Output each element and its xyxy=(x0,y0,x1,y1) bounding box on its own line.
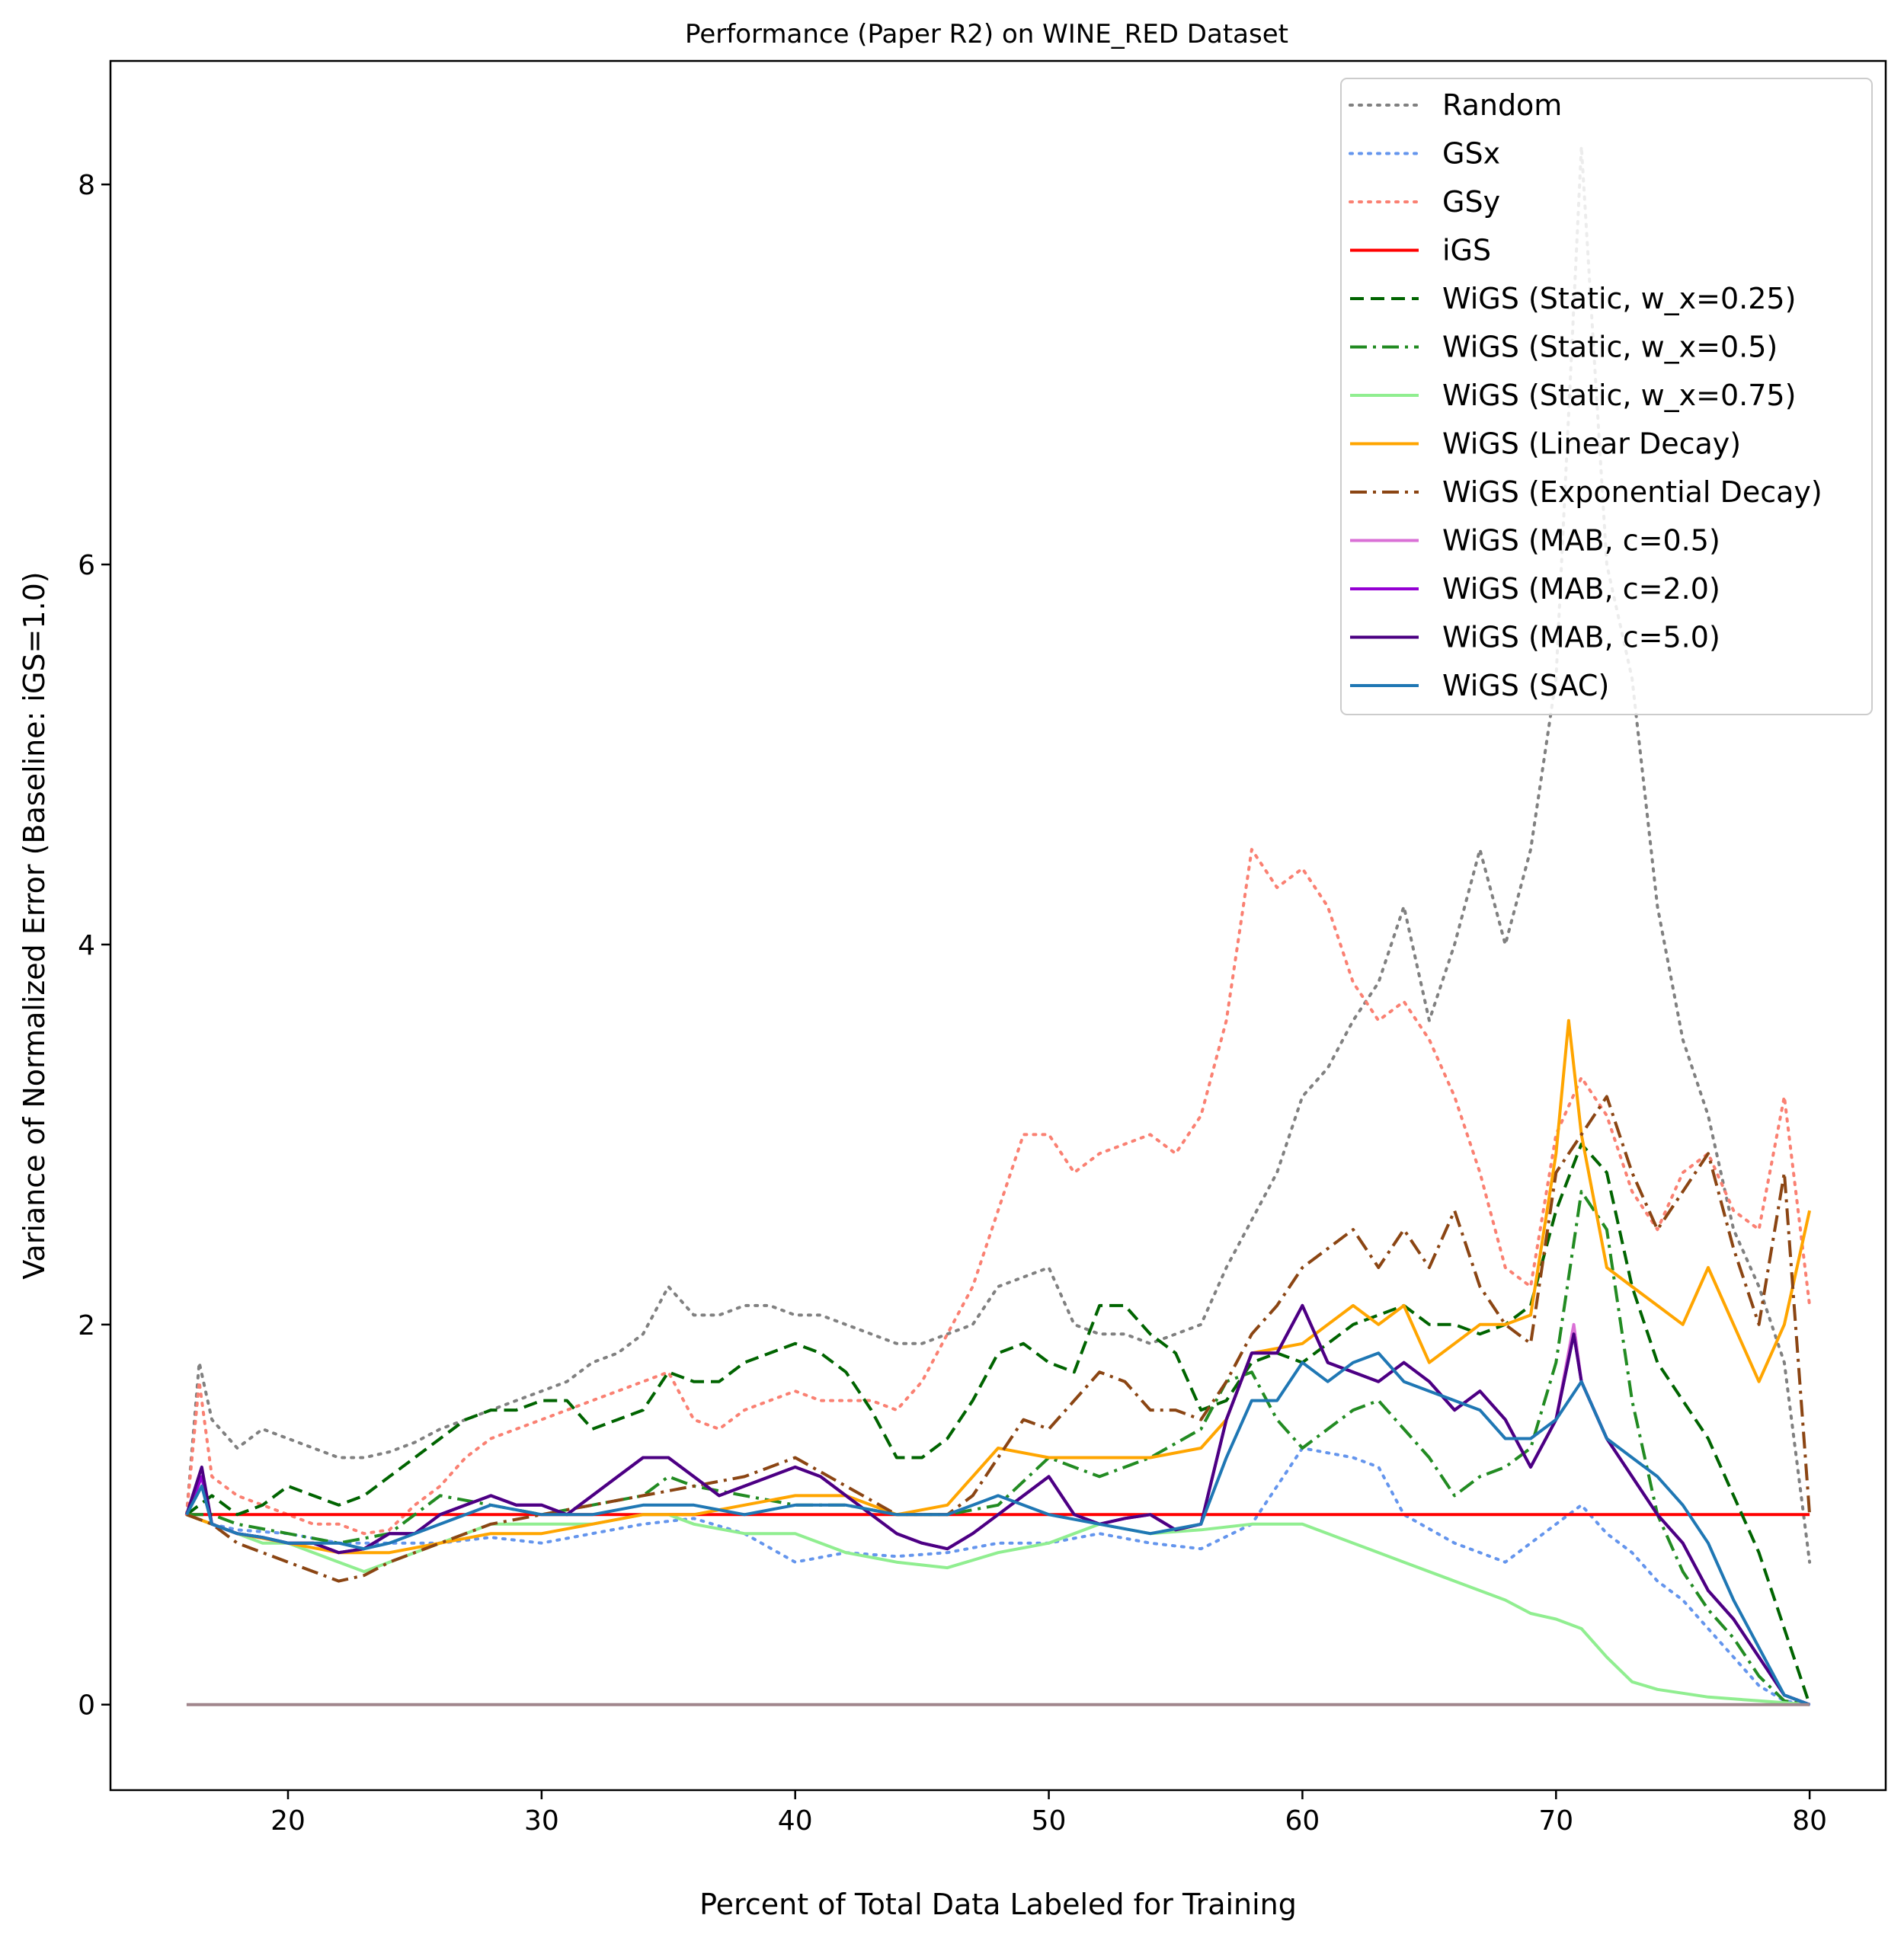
legend-label-wigs-exponential-decay: WiGS (Exponential Decay) xyxy=(1442,475,1822,509)
chart-title: Performance (Paper R2) on WINE_RED Datas… xyxy=(685,19,1288,50)
x-tick-label: 60 xyxy=(1285,1805,1320,1837)
y-tick-label: 0 xyxy=(78,1690,95,1722)
legend-label-random: Random xyxy=(1442,88,1562,122)
legend-label-wigs-static-w-x-0-75: WiGS (Static, w_x=0.75) xyxy=(1442,379,1796,412)
legend-label-wigs-mab-c-2-0: WiGS (MAB, c=2.0) xyxy=(1442,572,1720,606)
y-axis-label: Variance of Normalized Error (Baseline: … xyxy=(18,571,51,1279)
legend-label-wigs-static-w-x-0-5: WiGS (Static, w_x=0.5) xyxy=(1442,331,1778,364)
legend-label-gsy: GSy xyxy=(1442,185,1500,219)
x-tick-label: 70 xyxy=(1538,1805,1573,1837)
legend-label-wigs-mab-c-0-5: WiGS (MAB, c=0.5) xyxy=(1442,524,1720,558)
legend-label-igs: iGS xyxy=(1442,234,1491,267)
legend-label-gsx: GSx xyxy=(1442,137,1500,171)
legend-label-wigs-mab-c-5-0: WiGS (MAB, c=5.0) xyxy=(1442,621,1720,654)
x-tick-label: 80 xyxy=(1792,1805,1827,1837)
y-tick-label: 6 xyxy=(78,550,95,581)
x-tick-label: 20 xyxy=(270,1805,306,1837)
x-tick-label: 50 xyxy=(1032,1805,1067,1837)
legend: Random GSx GSy iGS WiGS (Static, w_x=0.25) Wi… xyxy=(1341,78,1872,715)
legend-label-wigs-sac: WiGS (SAC) xyxy=(1442,669,1609,702)
y-tick-label: 4 xyxy=(78,930,95,961)
legend-label-wigs-linear-decay: WiGS (Linear Decay) xyxy=(1442,427,1741,461)
y-tick-label: 8 xyxy=(78,170,95,201)
x-tick-label: 30 xyxy=(524,1805,559,1837)
x-axis-label: Percent of Total Data Labeled for Traini… xyxy=(699,1888,1297,1921)
legend-label-wigs-static-w-x-0-25: WiGS (Static, w_x=0.25) xyxy=(1442,282,1796,315)
y-tick-label: 2 xyxy=(78,1310,95,1341)
x-tick-label: 40 xyxy=(778,1805,813,1837)
